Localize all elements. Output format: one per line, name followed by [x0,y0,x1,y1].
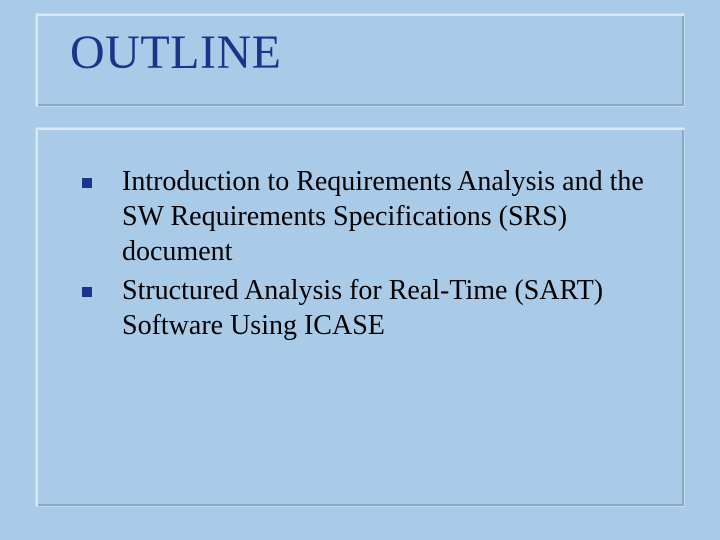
square-bullet-icon [82,287,92,297]
slide: OUTLINE Introduction to Requirements Ana… [0,0,720,540]
list-item: Introduction to Requirements Analysis an… [66,164,654,269]
list-item: Structured Analysis for Real-Time (SART)… [66,273,654,343]
square-bullet-icon [82,178,92,188]
list-item-text: Structured Analysis for Real-Time (SART)… [122,275,603,341]
title-block: OUTLINE [36,14,684,106]
content-block: Introduction to Requirements Analysis an… [36,128,684,506]
bullet-list: Introduction to Requirements Analysis an… [66,164,654,343]
slide-title: OUTLINE [70,28,666,78]
list-item-text: Introduction to Requirements Analysis an… [122,166,644,267]
